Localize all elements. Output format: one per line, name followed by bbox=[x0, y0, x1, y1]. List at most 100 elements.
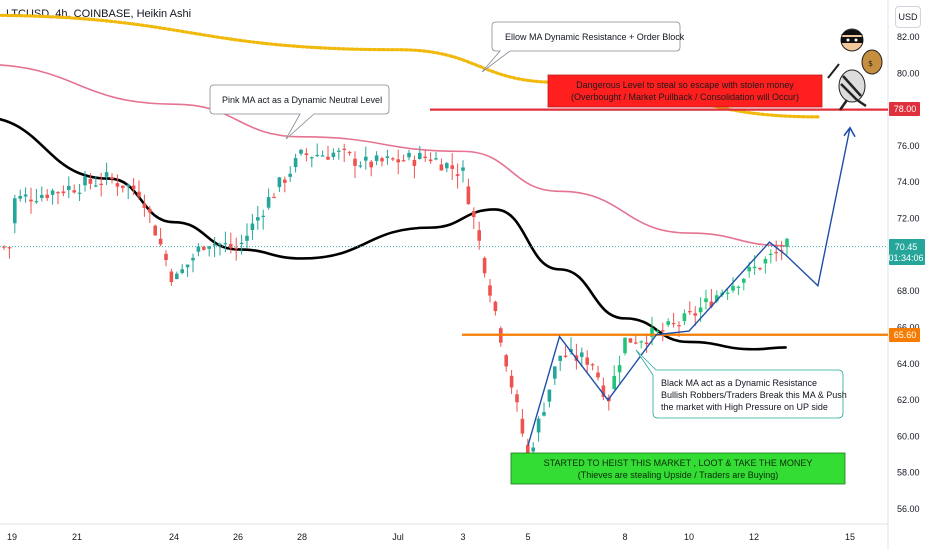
candle-body bbox=[601, 385, 606, 397]
target-price-tag: 78.00 bbox=[889, 102, 920, 116]
black-ma-note[interactable]: Black MA act as a Dynamic Resistance Bul… bbox=[635, 349, 847, 419]
target-price-label: 78.00 bbox=[894, 104, 917, 114]
candle-body bbox=[569, 349, 573, 352]
candle-body bbox=[34, 201, 39, 203]
candle-body bbox=[639, 341, 643, 343]
time-tick: 3 bbox=[460, 532, 465, 542]
red-warning-banner[interactable]: Dangerous Level to steal so escape with … bbox=[547, 74, 823, 108]
price-tick: 64.00 bbox=[897, 359, 920, 369]
price-tick: 58.00 bbox=[897, 468, 920, 478]
candle-body bbox=[396, 159, 400, 163]
projection-path[interactable] bbox=[527, 127, 851, 446]
currency-button[interactable]: USD bbox=[895, 6, 921, 28]
candle-body bbox=[628, 338, 633, 343]
candle-body bbox=[428, 159, 433, 162]
candle-body bbox=[412, 159, 417, 166]
support-price-label: 65.60 bbox=[894, 330, 917, 340]
projection-arrowhead bbox=[843, 126, 856, 138]
candle-body bbox=[369, 161, 373, 168]
candle-body bbox=[99, 183, 103, 186]
candle-body bbox=[401, 160, 406, 162]
candle-body bbox=[77, 192, 82, 194]
candle-body bbox=[223, 243, 228, 245]
candle-body bbox=[585, 357, 589, 365]
candle-body bbox=[29, 199, 33, 202]
candle-body bbox=[148, 208, 152, 213]
candle-body bbox=[682, 313, 687, 322]
candle-body bbox=[688, 311, 692, 313]
candle-body bbox=[466, 186, 471, 205]
green-banner-line1: STARTED TO HEIST THIS MARKET , LOOT & TA… bbox=[544, 458, 813, 468]
candle-body bbox=[650, 328, 654, 337]
candle-body bbox=[304, 153, 309, 156]
green-heist-banner[interactable]: STARTED TO HEIST THIS MARKET , LOOT & TA… bbox=[510, 452, 846, 485]
candle-body bbox=[88, 178, 93, 184]
candle-body bbox=[153, 225, 157, 236]
candle-body bbox=[677, 325, 681, 327]
last-price-label: 70.45 bbox=[895, 242, 918, 252]
time-tick: 24 bbox=[169, 532, 179, 542]
candle-body bbox=[207, 246, 211, 249]
candle-body bbox=[256, 217, 260, 221]
candle-body bbox=[709, 301, 714, 307]
svg-text:$: $ bbox=[868, 59, 873, 68]
time-tick: 28 bbox=[297, 532, 307, 542]
time-tick: Jul bbox=[392, 532, 404, 542]
time-tick: 15 bbox=[845, 532, 855, 542]
price-tick: 80.00 bbox=[897, 68, 920, 78]
candle-body bbox=[477, 230, 481, 241]
candle-body bbox=[310, 157, 314, 159]
candle-body bbox=[13, 198, 17, 224]
pink-ma-note[interactable]: Pink MA act as a Dynamic Neutral Level bbox=[209, 84, 390, 140]
candle-body bbox=[661, 330, 665, 332]
candle-body bbox=[320, 155, 325, 157]
price-tick: 82.00 bbox=[897, 32, 920, 42]
candle-body bbox=[482, 257, 487, 274]
candle-body bbox=[212, 243, 217, 246]
candle-body bbox=[272, 196, 276, 199]
red-banner-line1: Dangerous Level to steal so escape with … bbox=[576, 80, 794, 90]
candle-body bbox=[364, 156, 368, 161]
candle-body bbox=[234, 247, 238, 249]
yellow-ma-note[interactable]: Ellow MA Dynamic Resistance + Order Bloc… bbox=[481, 21, 685, 73]
price-tick: 72.00 bbox=[897, 214, 920, 224]
candle-body bbox=[553, 366, 557, 379]
candle-body bbox=[493, 301, 498, 312]
time-tick: 21 bbox=[72, 532, 82, 542]
candle-body bbox=[731, 285, 735, 291]
candle-body bbox=[736, 286, 741, 288]
candle-body bbox=[558, 355, 562, 361]
candle-body bbox=[180, 269, 184, 273]
time-axis[interactable]: 19 21 24 26 28 Jul 3 5 8 10 12 15 bbox=[7, 532, 855, 542]
candle-body bbox=[504, 355, 508, 367]
candle-body bbox=[385, 156, 390, 159]
candle-body bbox=[358, 165, 363, 167]
candle-body bbox=[671, 322, 676, 325]
candle-body bbox=[423, 156, 427, 158]
candle-body bbox=[164, 253, 168, 261]
candle-body bbox=[752, 266, 757, 269]
candle-body bbox=[50, 190, 55, 195]
candle-body bbox=[461, 167, 465, 171]
candle-body bbox=[72, 190, 76, 193]
candle-body bbox=[374, 155, 379, 161]
candle-body bbox=[326, 156, 330, 160]
candle-body bbox=[509, 375, 514, 388]
candle-body bbox=[169, 271, 174, 283]
candle-body bbox=[288, 173, 292, 177]
chart-title: LTCUSD, 4h, COINBASE, Heikin Ashi bbox=[6, 8, 191, 20]
candle-body bbox=[391, 158, 395, 160]
candle-body bbox=[547, 389, 552, 402]
candle-body bbox=[191, 257, 195, 261]
time-tick: 5 bbox=[525, 532, 530, 542]
candle-body bbox=[380, 158, 384, 162]
candle-body bbox=[18, 195, 22, 199]
candle-body bbox=[563, 355, 568, 357]
candle-body bbox=[623, 337, 627, 354]
candle-body bbox=[110, 177, 114, 179]
candle-body bbox=[115, 183, 120, 187]
candle-body bbox=[299, 149, 303, 154]
robber-icon: $ bbox=[827, 28, 883, 111]
candle-body bbox=[331, 152, 336, 157]
